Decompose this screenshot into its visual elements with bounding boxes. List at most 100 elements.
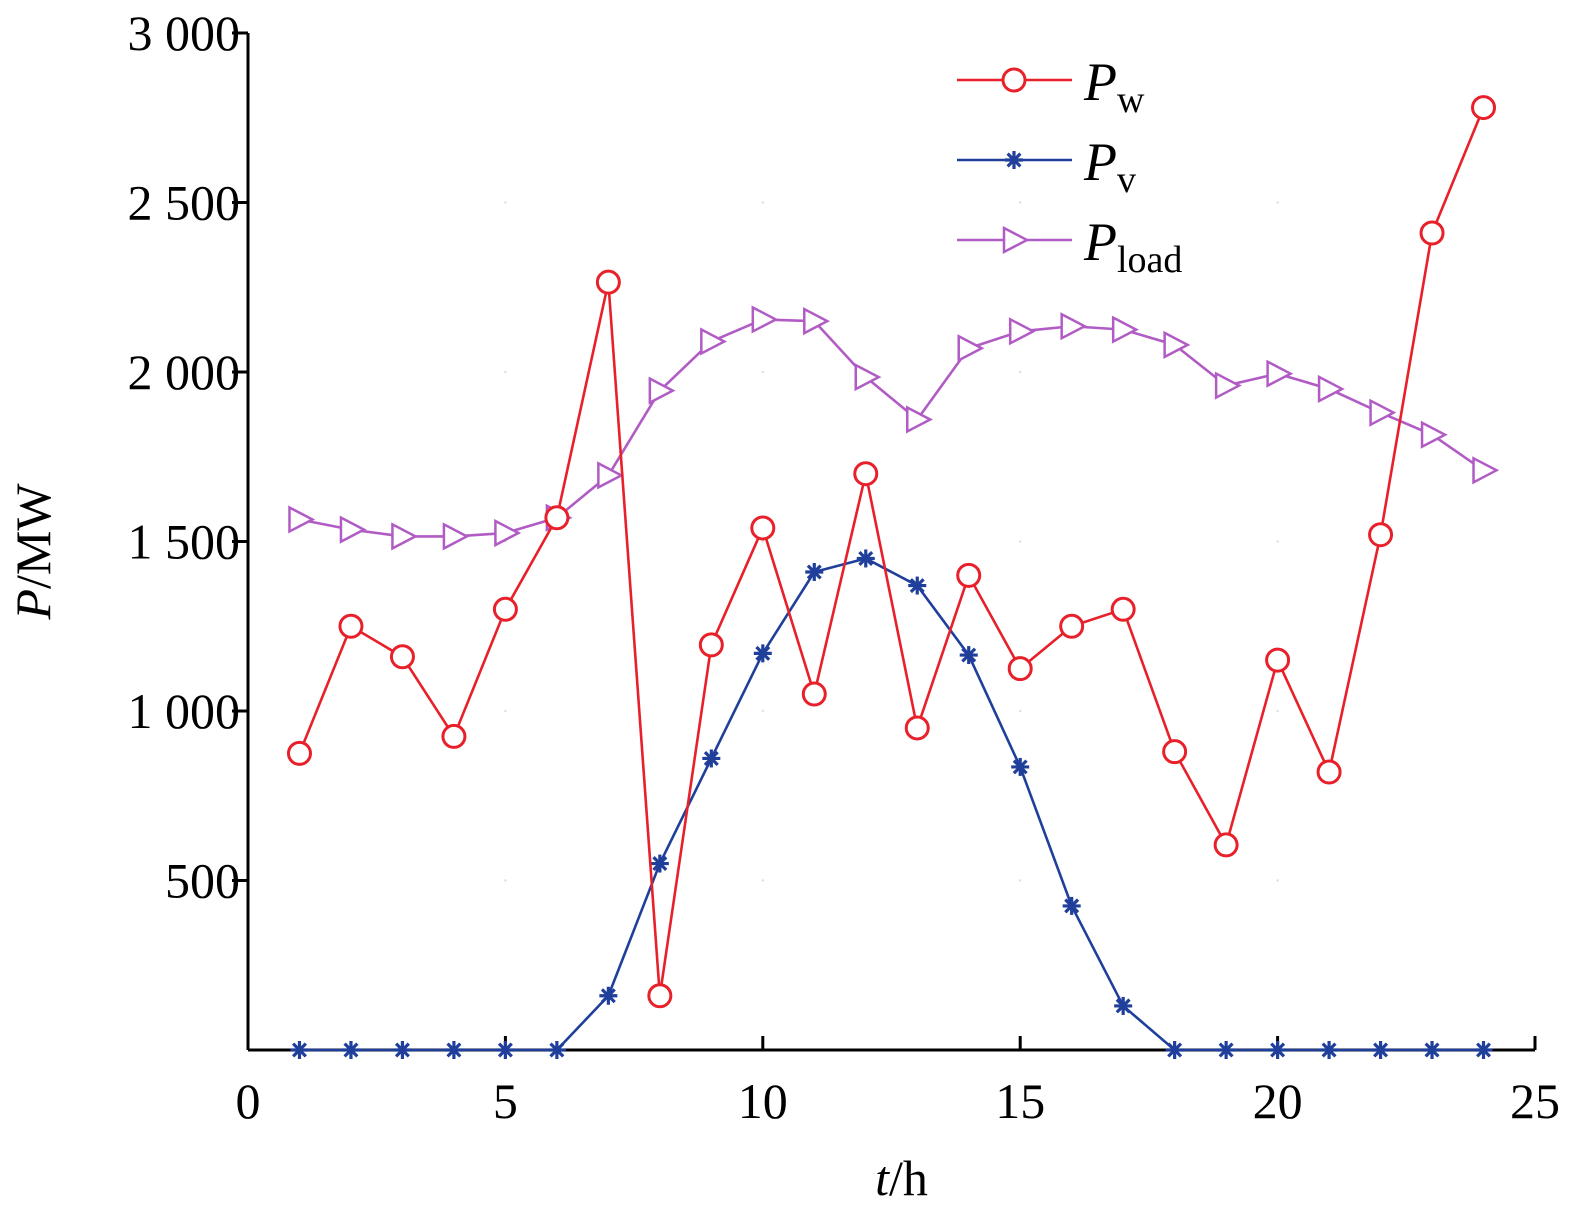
series-w-point [544, 505, 570, 531]
series-load [288, 305, 1500, 551]
series-v-point [753, 644, 772, 663]
series-w-point [698, 632, 724, 658]
series-v-point [1371, 1041, 1390, 1059]
series-load-point [803, 307, 830, 336]
legend-label-main: P [1083, 52, 1117, 112]
series-load-point [494, 518, 522, 548]
series-v-point [1423, 1041, 1442, 1059]
faint-grid-dot [1019, 879, 1022, 882]
series-w-point [1316, 759, 1342, 785]
series-v-point [341, 1041, 360, 1059]
y-axis-label-unit: /MW [5, 483, 61, 589]
faint-grid-dot [761, 879, 764, 882]
y-tick-label: 500 [165, 853, 240, 909]
legend-label-sub: w [1117, 79, 1145, 121]
faint-grid-dot [1276, 201, 1279, 204]
faint-grid-dot [761, 370, 764, 374]
series-v-point [1320, 1041, 1339, 1059]
series-load-point [854, 363, 882, 392]
x-tick-label: 15 [995, 1073, 1045, 1129]
legend-marker-w [1001, 67, 1027, 93]
series-v-point [1474, 1041, 1493, 1059]
series-v [290, 549, 1493, 1059]
series-load-point [648, 376, 676, 405]
x-tick-label: 0 [236, 1073, 261, 1129]
series-load-point [1111, 315, 1139, 344]
faint-grid-dot [761, 709, 764, 713]
legend-label-w: Pw [1083, 52, 1145, 121]
faint-grid-dot [504, 201, 507, 204]
faint-grid-dot [1276, 879, 1279, 882]
series-load-point [1369, 398, 1397, 427]
series-v-point [393, 1041, 412, 1059]
series-w-point [441, 723, 467, 749]
series-w-point [1368, 522, 1394, 548]
series-load-line [299, 318, 1485, 538]
y-axis-label: P/MW [5, 483, 61, 621]
series-v-point [444, 1041, 463, 1059]
series-load-point [597, 461, 625, 490]
series-w-point [647, 983, 673, 1009]
x-axis-label: t/h [875, 1150, 928, 1206]
series-load-point [1008, 317, 1036, 346]
faint-grid-dot [761, 201, 764, 204]
legend-item-load: Pload [957, 212, 1182, 281]
legend-item-v: Pv [957, 132, 1136, 201]
y-axis-ticks: 500 1 000 1 500 2 000 2 500 3 000 [128, 5, 248, 909]
series-w-point [853, 461, 879, 487]
series-load-point [1420, 420, 1448, 449]
x-tick-label: 25 [1510, 1073, 1560, 1129]
series-load-point [957, 334, 985, 363]
legend-label-load: Pload [1083, 212, 1182, 281]
faint-grid-dot [1019, 370, 1022, 374]
y-tick-label: 2 000 [128, 344, 241, 400]
series-v-point [805, 563, 824, 582]
legend-label-sub: load [1117, 239, 1182, 281]
y-tick-label: 1 500 [128, 514, 241, 570]
series-v-point [1062, 896, 1081, 915]
series-w-point [595, 269, 621, 295]
series-load-point [339, 515, 367, 544]
series-load-point [1317, 374, 1345, 404]
legend-label-main: P [1083, 212, 1117, 272]
series-v-point [650, 854, 669, 873]
series-load-point [751, 305, 779, 334]
series-load-point [905, 405, 933, 434]
series-w-point [1419, 220, 1445, 246]
series-v-point [959, 646, 978, 665]
series-w-point [1213, 832, 1239, 858]
series-w [286, 95, 1497, 1009]
faint-grid-dot [1019, 201, 1022, 204]
series-v-line [299, 557, 1484, 1052]
series-w-line [298, 107, 1485, 998]
faint-grid-dot [1019, 540, 1022, 543]
series-v-point [1114, 996, 1133, 1015]
faint-grid-dot [761, 540, 764, 543]
faint-grid-dot [504, 370, 507, 374]
faint-grid-dots [504, 201, 1279, 882]
series-v-point [856, 549, 875, 568]
x-axis-label-unit: /h [889, 1150, 928, 1206]
x-axis-label-variable: t [875, 1150, 890, 1206]
series-load-point [1266, 359, 1294, 388]
series-w-point [389, 644, 415, 670]
series-w-point [286, 740, 312, 766]
series-w-point [1265, 647, 1291, 673]
series-w-point [750, 515, 776, 541]
series-v-point [702, 749, 721, 768]
series-w-point [956, 562, 982, 588]
faint-grid-dot [1276, 709, 1279, 713]
legend-item-w: Pw [957, 52, 1145, 121]
legend-label-main: P [1083, 132, 1117, 192]
series-w-point [1007, 656, 1033, 682]
series-load-point [1060, 312, 1088, 341]
y-tick-label: 2 500 [128, 175, 241, 231]
series-w-point [492, 596, 518, 622]
series-w-point [1471, 95, 1497, 121]
y-tick-label: 3 000 [128, 5, 241, 61]
x-axis-ticks: 0 5 10 15 20 25 [236, 1036, 1560, 1129]
x-tick-label: 20 [1253, 1073, 1303, 1129]
